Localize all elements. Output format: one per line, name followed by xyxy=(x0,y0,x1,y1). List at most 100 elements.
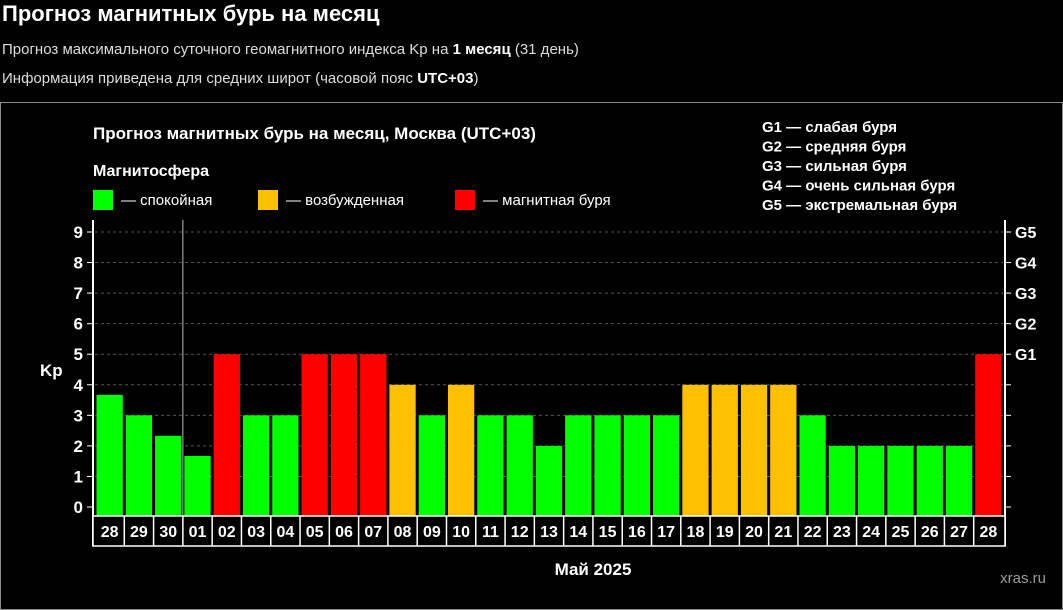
bar-day-12 xyxy=(447,384,475,516)
forecast-days: (31 день) xyxy=(510,41,579,58)
bar-day-15 xyxy=(535,445,563,516)
x-tick-label: 22 xyxy=(804,524,822,541)
legend-label-active: — возбужденная xyxy=(286,192,404,209)
g-scale-tick-label: G3 xyxy=(1015,286,1036,303)
y-tick-label: 3 xyxy=(74,406,83,425)
bar-day-1 xyxy=(125,415,153,516)
legend-label-calm: — спокойная xyxy=(121,192,212,209)
bar-day-28 xyxy=(916,445,943,516)
x-tick-label: 28 xyxy=(101,524,119,541)
legend-swatch-storm xyxy=(455,190,475,210)
x-tick-label: 06 xyxy=(335,524,353,541)
x-tick-label: 02 xyxy=(218,524,236,541)
bar-day-13 xyxy=(477,415,504,516)
timezone: UTC+03 xyxy=(417,70,474,87)
bar-day-26 xyxy=(858,445,885,516)
bar-day-29 xyxy=(945,445,973,516)
x-axis-label: Май 2025 xyxy=(555,560,632,579)
bar-day-25 xyxy=(828,445,856,516)
x-tick-label: 03 xyxy=(247,524,265,541)
x-axis-row xyxy=(92,515,1006,547)
g-scale-tick-label: G4 xyxy=(1015,256,1036,273)
bar-day-27 xyxy=(887,445,914,516)
legend-label-storm: — магнитная буря xyxy=(483,192,611,209)
x-tick-label: 15 xyxy=(599,524,617,541)
x-tick-label: 04 xyxy=(276,524,294,541)
legend-swatch-active xyxy=(258,190,278,210)
forecast-description-text: Прогноз максимального суточного геомагни… xyxy=(2,41,453,58)
latitude-info-text: Информация приведена для средних широт (… xyxy=(2,70,418,87)
g-scale-legend-item: G4 — очень сильная буря xyxy=(762,178,955,195)
bar-day-5 xyxy=(242,415,270,516)
y-tick-label: 5 xyxy=(74,345,83,364)
y-tick-label: 2 xyxy=(74,437,83,456)
x-tick-label: 01 xyxy=(189,524,207,541)
bar-day-24 xyxy=(799,415,826,516)
bar-day-8 xyxy=(330,354,358,516)
legend-swatch-calm xyxy=(93,190,113,210)
y-tick-label: 4 xyxy=(74,376,84,395)
x-tick-label: 30 xyxy=(159,524,177,541)
bar-day-6 xyxy=(272,415,299,516)
y-tick-label: 6 xyxy=(74,315,83,334)
x-tick-label: 07 xyxy=(364,524,382,541)
bar-day-21 xyxy=(711,384,738,516)
x-tick-label: 12 xyxy=(511,524,529,541)
y-tick-label: 7 xyxy=(74,284,83,303)
x-tick-label: 17 xyxy=(657,524,675,541)
bar-day-30 xyxy=(975,354,1002,516)
g-scale-legend-item: G1 — слабая буря xyxy=(762,119,897,136)
y-axis-label: Kp xyxy=(40,361,63,380)
g-scale-legend-item: G2 — средняя буря xyxy=(762,139,906,156)
chart-title: Прогноз магнитных бурь на месяц, Москва … xyxy=(93,124,536,143)
x-tick-label: 27 xyxy=(950,524,968,541)
bar-day-10 xyxy=(389,384,416,516)
bar-day-3 xyxy=(184,455,211,516)
bar-day-14 xyxy=(506,415,533,516)
x-tick-label: 18 xyxy=(687,524,705,541)
bar-day-7 xyxy=(301,354,328,516)
latitude-info: Информация приведена для средних широт (… xyxy=(2,70,478,87)
bar-day-17 xyxy=(594,415,621,516)
x-tick-label: 13 xyxy=(540,524,558,541)
y-tick-label: 0 xyxy=(74,498,83,517)
x-tick-label: 19 xyxy=(716,524,734,541)
y-tick-label: 1 xyxy=(74,467,83,486)
bar-day-22 xyxy=(740,384,768,516)
x-tick-label: 25 xyxy=(892,524,910,541)
x-tick-label: 11 xyxy=(482,524,499,541)
x-tick-label: 29 xyxy=(130,524,148,541)
x-tick-label: 14 xyxy=(569,524,587,541)
x-tick-label: 10 xyxy=(452,524,470,541)
x-tick-label: 08 xyxy=(394,524,412,541)
x-tick-label: 20 xyxy=(745,524,763,541)
watermark: xras.ru xyxy=(1000,570,1046,587)
bar-day-20 xyxy=(682,384,709,516)
bar-day-23 xyxy=(770,384,797,516)
bar-day-18 xyxy=(623,415,651,516)
g-scale-legend-item: G5 — экстремальная буря xyxy=(762,197,957,214)
bar-day-0 xyxy=(96,394,123,516)
g-scale-tick-label: G5 xyxy=(1015,225,1036,242)
forecast-description: Прогноз максимального суточного геомагни… xyxy=(2,41,579,58)
latitude-info-close: ) xyxy=(473,70,479,87)
x-tick-label: 05 xyxy=(306,524,324,541)
x-tick-label: 23 xyxy=(833,524,851,541)
x-tick-label: 24 xyxy=(862,524,880,541)
bar-day-9 xyxy=(360,354,387,516)
x-tick-label: 09 xyxy=(423,524,441,541)
bar-day-19 xyxy=(653,415,680,516)
y-tick-label: 8 xyxy=(74,254,83,273)
x-tick-label: 26 xyxy=(921,524,939,541)
bar-day-16 xyxy=(565,415,592,516)
bar-day-4 xyxy=(213,354,240,516)
y-tick-label: 9 xyxy=(74,223,83,242)
legend-title: Магнитосфера xyxy=(93,163,209,180)
g-scale-legend-item: G3 — сильная буря xyxy=(762,158,907,175)
bar-day-2 xyxy=(155,435,182,516)
g-scale-tick-label: G2 xyxy=(1015,317,1036,334)
page-title: Прогноз магнитных бурь на месяц xyxy=(2,1,380,26)
forecast-period: 1 месяц xyxy=(452,41,511,58)
x-tick-label: 21 xyxy=(774,524,792,541)
